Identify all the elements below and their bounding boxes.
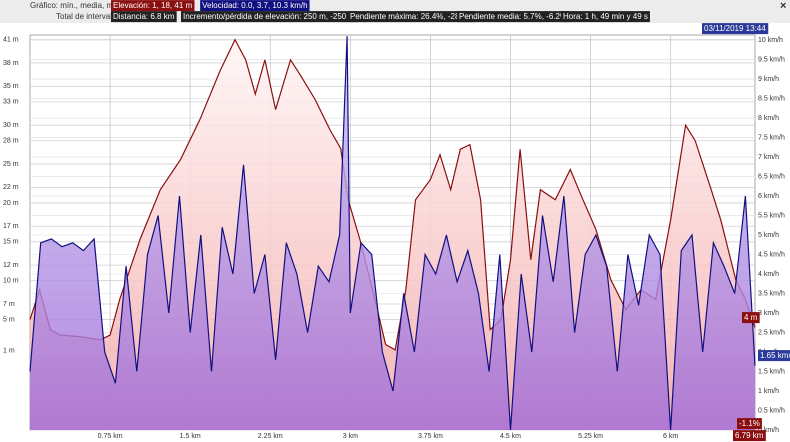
cursor-slope: -1.1% [739,419,760,428]
stat: Pendiente máxima: 26.4%, -28.0% [350,12,473,21]
y-tick-label: 5 m [3,316,15,323]
y-tick-label: 17 m [3,223,19,230]
y2-tick-label: 3.5 km/h [758,290,785,297]
legend-entry: Velocidad: 0.0, 3.7, 10.3 km/h [202,1,307,10]
y-tick-label: 33 m [3,99,19,106]
y2-tick-label: 7.5 km/h [758,134,785,141]
y2-tick-label: 9 km/h [758,76,779,83]
x-tick-label: 3 km [343,433,358,440]
y-tick-label: 41 m [3,37,19,44]
toolbar-label: Gráfico: mín., media, máx. [30,1,124,10]
label-box [702,23,769,35]
y-tick-label: 22 m [3,184,19,191]
label-box [111,0,195,12]
y2-tick-label: 8 km/h [758,115,779,122]
label-box [737,418,762,430]
line [29,36,756,431]
y2-tick-label: 3 km/h [758,310,779,317]
y-tick-label: 12 m [3,262,19,269]
cursor-speed: 1.65 km/h [760,351,790,360]
y2-tick-label: 4.5 km/h [758,251,785,258]
y2-tick-label: 4 km/h [758,271,779,278]
label-box [457,11,570,23]
stat: Distancia: 6.8 km [113,12,175,21]
y-tick-label: 15 m [3,239,19,246]
stat: Incremento/pérdida de elevación: 250 m, … [183,12,355,21]
x-tick-label: 0.75 km [98,433,123,440]
y2-tick-label: 7 km/h [758,154,779,161]
y-tick-label: 20 m [3,200,19,207]
x-tick-label: 1.5 km [180,433,201,440]
y2-tick-label: 0 km/h [758,427,779,434]
y2-tick-label: 1 km/h [758,388,779,395]
y-tick-label: 7 m [3,301,15,308]
label-box [111,11,177,23]
y2-tick-label: 2.5 km/h [758,329,785,336]
label-box [348,11,476,23]
y2-tick-label: 9.5 km/h [758,56,785,63]
y-tick-label: 35 m [3,83,19,90]
cursor-distance: 6.79 km [735,431,764,440]
label-box [758,350,790,362]
y-tick-label: 38 m [3,60,19,67]
y2-tick-label: 6.5 km/h [758,173,785,180]
area [30,36,755,430]
x-tick-label: 6 km [663,433,678,440]
y2-tick-label: 0.5 km/h [758,407,785,414]
label-box [733,430,766,442]
label-box [742,312,760,324]
y-tick-label: 30 m [3,122,19,129]
y-tick-label: 10 m [3,278,19,285]
y2-tick-label: 10 km/h [758,37,783,44]
label-box [181,11,358,23]
y2-tick-label: 5 km/h [758,232,779,239]
x-tick-label: 2.25 km [258,433,283,440]
legend-entry: Elevación: 1, 18, 41 m [113,1,192,10]
cursor-date: 03/11/2019 13:44 [704,24,766,33]
y-tick-label: 25 m [3,161,19,168]
y-tick-label: 1 m [3,348,15,355]
label-box [561,11,650,23]
x-tick-label: 4.5 km [500,433,521,440]
interval-label: Total de intervalo [56,12,117,21]
y2-tick-label: 1.5 km/h [758,368,785,375]
y2-tick-label: 8.5 km/h [758,95,785,102]
cursor-elevation: 4 m [744,313,758,322]
label-box [200,0,310,12]
y-tick-label: 28 m [3,138,19,145]
y2-tick-label: 5.5 km/h [758,212,785,219]
stat: Hora: 1 h, 49 min y 49 s [563,12,648,21]
y2-tick-label: 6 km/h [758,193,779,200]
x-tick-label: 5.25 km [578,433,603,440]
close-button[interactable]: × [780,0,786,12]
x-tick-label: 3.75 km [418,433,443,440]
stat: Pendiente media: 5.7%, -6.2% [459,12,567,21]
